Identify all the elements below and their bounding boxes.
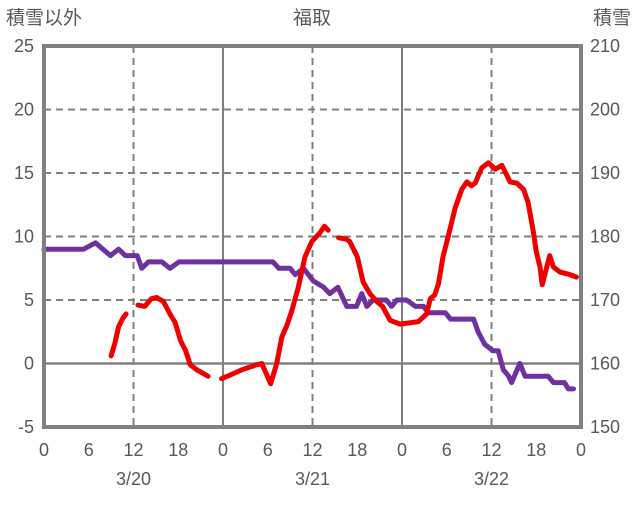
x-axis-hour-label: 6 <box>442 440 452 460</box>
x-axis-hour-label: 12 <box>302 440 322 460</box>
left-axis-title: 積雪以外 <box>6 7 82 29</box>
right-axis-tick-label: 170 <box>590 290 620 310</box>
series-line-non-snow <box>108 160 579 387</box>
x-axis-hour-label: 6 <box>84 440 94 460</box>
right-axis-tick-label: 150 <box>590 417 620 437</box>
left-axis-tick-label: -5 <box>18 417 34 437</box>
x-axis-hour-label: 0 <box>397 440 407 460</box>
x-axis-hour-label: 12 <box>123 440 143 460</box>
right-axis-tick-label: 180 <box>590 227 620 247</box>
left-axis-tick-label: 0 <box>24 354 34 374</box>
x-axis-hour-label: 0 <box>39 440 49 460</box>
data-series <box>41 160 579 392</box>
left-axis-tick-label: 5 <box>24 290 34 310</box>
left-axis-tick-label: 20 <box>14 100 34 120</box>
series-line-snow <box>41 240 576 392</box>
chart-title: 福取 <box>293 7 331 29</box>
left-axis-tick-label: 10 <box>14 227 34 247</box>
x-axis-hour-label: 18 <box>168 440 188 460</box>
x-axis-date-label: 3/20 <box>116 469 151 489</box>
x-axis-hour-label: 0 <box>576 440 586 460</box>
right-axis-title: 積雪 <box>593 7 631 29</box>
x-axis-hour-label: 18 <box>347 440 367 460</box>
left-axis-tick-label: 15 <box>14 163 34 183</box>
x-axis-hour-label: 18 <box>526 440 546 460</box>
x-axis-date-label: 3/21 <box>295 469 330 489</box>
right-axis-tick-label: 210 <box>590 36 620 56</box>
grid-lines <box>44 46 581 427</box>
plot-border-rect <box>42 44 583 429</box>
x-axis-date-label: 3/22 <box>474 469 509 489</box>
x-axis-hour-label: 12 <box>481 440 501 460</box>
plot-border <box>42 44 583 429</box>
x-axis-hour-label: 6 <box>263 440 273 460</box>
left-axis-tick-label: 25 <box>14 36 34 56</box>
x-axis-hour-label: 0 <box>218 440 228 460</box>
right-axis-tick-label: 190 <box>590 163 620 183</box>
right-axis-tick-label: 200 <box>590 100 620 120</box>
right-axis-tick-label: 160 <box>590 354 620 374</box>
